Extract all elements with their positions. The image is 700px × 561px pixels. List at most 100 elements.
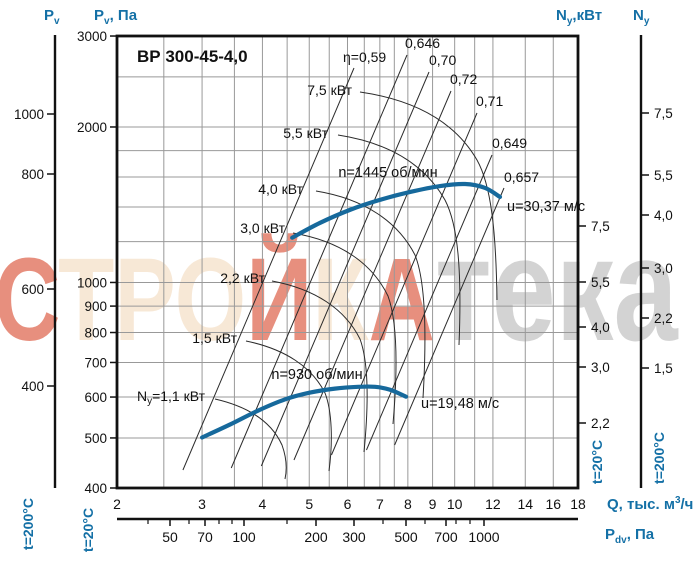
tick-label-ny200: 2,2 <box>654 311 673 326</box>
efficiency-line <box>331 112 478 456</box>
efficiency-line <box>394 187 505 446</box>
tip-speed-label: u=19,48 м/с <box>421 396 499 412</box>
power-curve <box>337 134 461 346</box>
power-label: 5,5 кВт <box>283 125 328 141</box>
tick-label-q: 16 <box>545 496 561 512</box>
watermark-letter: Й <box>246 234 313 366</box>
tick-label-ny200: 7,5 <box>654 106 673 121</box>
efficiency-label: 0,646 <box>405 35 440 51</box>
tick-label-q: 18 <box>570 496 586 512</box>
efficiency-label: 0,657 <box>504 169 539 185</box>
plot-border <box>115 34 580 490</box>
tick-label-q: 10 <box>447 496 463 512</box>
tick-label-pdv: 1000 <box>468 529 499 545</box>
efficiency-line <box>293 90 452 461</box>
tick-label-pdv: 70 <box>197 529 213 545</box>
tick-label-q: 7 <box>376 496 384 512</box>
tick-label-pdv: 50 <box>162 529 178 545</box>
tick-label-q: 6 <box>344 496 352 512</box>
q-axis-title: Q, тыс. м3/ч <box>607 495 694 513</box>
efficiency-line <box>366 154 493 451</box>
temp-label-right-t200: t=200°C <box>650 432 667 484</box>
tick-label-q: 8 <box>404 496 412 512</box>
tick-label-pv20: 500 <box>84 431 107 446</box>
tick-label-pv20: 400 <box>84 481 107 496</box>
power-label: 2,2 кВт <box>220 270 265 286</box>
efficiency-label: 0,71 <box>476 93 503 109</box>
power-curve <box>359 91 498 301</box>
axis-header-ny-kwt: Ny,кВт <box>556 7 603 27</box>
tick-label-q: 9 <box>429 496 437 512</box>
chart-title: ВР 300-45-4,0 <box>137 47 248 66</box>
efficiency-label: 0,649 <box>492 135 527 151</box>
tick-label-ny200: 3,0 <box>654 261 673 276</box>
tick-label-pdv: 300 <box>342 529 366 545</box>
temp-label-left-t200: t=200°C <box>19 498 36 550</box>
tick-label-ny20: 5,5 <box>591 275 610 290</box>
efficiency-line <box>260 71 430 467</box>
axis-header-pv-t200: Pv <box>44 7 60 27</box>
tick-label-pdv: 700 <box>434 529 458 545</box>
axis-header-ny-t200: Ny <box>633 7 650 27</box>
watermark-letter: Т <box>58 234 115 366</box>
tick-label-pv200: 600 <box>21 282 44 297</box>
watermark-letter: е <box>491 207 556 372</box>
power-curve <box>245 340 332 472</box>
tick-label-q: 12 <box>485 496 501 512</box>
watermark-letter: К <box>312 234 369 366</box>
tick-label-q: 2 <box>113 496 121 512</box>
tick-label-pdv: 200 <box>304 529 328 545</box>
watermark-letter: Р <box>114 234 175 366</box>
rpm-label: n=1445 об/мин <box>338 165 437 181</box>
power-curve <box>292 232 397 425</box>
power-curve <box>315 190 426 399</box>
tick-label-pv20: 2000 <box>77 120 107 135</box>
tick-label-ny20: 7,5 <box>591 219 610 234</box>
tick-label-ny200: 4,0 <box>654 208 673 223</box>
tick-label-pv20: 3000 <box>77 29 107 44</box>
tip-speed-label: u=30,37 м/с <box>507 199 585 215</box>
tick-label-q: 5 <box>305 496 313 512</box>
watermark-letter: к <box>555 207 614 372</box>
tick-label-q: 4 <box>259 496 267 512</box>
efficiency-line <box>230 54 408 469</box>
efficiency-label: η=0,59 <box>343 49 386 65</box>
tick-label-pv200: 1000 <box>14 107 44 122</box>
efficiency-label: 0,70 <box>429 52 456 68</box>
temp-label-right-t20: t=20°C <box>589 439 606 485</box>
tick-label-pdv: 500 <box>394 529 418 545</box>
tick-label-ny200: 1,5 <box>654 361 673 376</box>
fan-curve <box>199 384 409 440</box>
fan-curve <box>290 181 503 240</box>
efficiency-label: 0,72 <box>450 71 477 87</box>
power-label: 7,5 кВт <box>307 82 352 98</box>
tick-label-ny200: 5,5 <box>654 168 673 183</box>
axis-header-pv-pa: Pv, Па <box>94 7 138 27</box>
tick-label-pv20: 1000 <box>77 275 107 290</box>
tick-label-q: 14 <box>517 496 533 512</box>
power-curve <box>271 280 368 453</box>
power-label: 3,0 кВт <box>240 220 285 236</box>
efficiency-line <box>182 67 355 471</box>
tick-label-pv20: 800 <box>84 326 107 341</box>
rpm-label: n=930 об/мин <box>271 367 362 383</box>
tick-label-ny20: 2,2 <box>591 416 610 431</box>
watermark-letter: С <box>0 234 59 366</box>
tick-label-pv200: 400 <box>21 379 44 394</box>
tick-label-ny20: 3,0 <box>591 360 610 375</box>
tick-label-pv20: 700 <box>84 355 107 370</box>
watermark-letter: а <box>613 207 678 372</box>
power-curve <box>214 398 287 480</box>
tick-label-pdv: 100 <box>232 529 256 545</box>
tick-label-q: 3 <box>198 496 206 512</box>
power-label: 4,0 кВт <box>258 181 303 197</box>
pdv-axis-title: Pdv, Па <box>605 526 655 546</box>
temp-label-left-t20: t=20°C <box>80 507 97 553</box>
power-label: Ny=1,1 кВт <box>137 388 206 407</box>
tick-label-pv200: 800 <box>21 167 44 182</box>
tick-label-pv20: 900 <box>84 299 107 314</box>
power-label: 1,5 кВт <box>192 330 237 346</box>
tick-label-pv20: 600 <box>84 390 107 405</box>
